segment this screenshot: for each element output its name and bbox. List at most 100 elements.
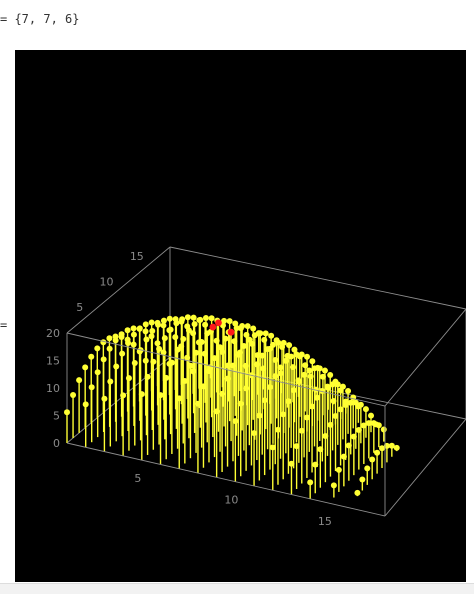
data-point [101,395,108,402]
data-point [237,400,244,407]
data-point [113,363,120,370]
data-point [339,383,346,390]
data-point [200,383,207,390]
data-point [142,321,149,328]
data-point [106,335,113,342]
box-edge [66,332,386,407]
data-point [213,408,220,415]
data-point [155,321,162,328]
data-point [94,345,101,352]
data-point [204,330,211,337]
data-point [352,399,359,406]
data-point [251,332,258,339]
data-point [301,371,308,378]
data-point [250,325,257,332]
data-point [130,331,137,338]
data-point [180,335,187,342]
data-point [167,326,174,333]
data-point [243,385,250,392]
data-point [208,315,215,322]
data-point [306,367,313,374]
data-point [264,346,271,353]
data-point [350,433,357,440]
data-point [190,314,197,321]
data-point [359,476,366,483]
data-point [229,362,236,369]
data-point [307,479,314,486]
data-point [354,489,361,496]
data-point [161,335,168,342]
data-point [211,355,218,362]
data-point [246,336,253,343]
data-point [240,343,247,350]
box-edge [66,246,171,334]
data-point [174,346,181,353]
data-point [369,456,376,463]
data-point [166,315,173,322]
data-point [324,383,331,390]
data-point [298,427,305,434]
data-point [144,373,151,380]
data-point [168,359,175,366]
data-point [286,342,293,349]
data-point [100,356,107,363]
data-point [193,349,200,356]
data-point [332,413,339,420]
x-tick-label: 5 [134,472,141,485]
data-point [295,378,302,385]
data-point [150,358,157,365]
data-point [76,377,83,384]
data-point [119,350,126,357]
box-edge [66,442,386,517]
box-edge [384,418,466,517]
data-point [202,321,209,328]
data-point [269,341,276,348]
data-point [143,336,150,343]
data-point [217,344,224,351]
output-marker: = [0,318,8,332]
data-point [173,320,180,327]
plot-3d[interactable]: 5 10 15 0 5 10 15 20 5 10 15 [15,50,466,582]
data-point [88,353,95,360]
data-point [345,442,352,449]
data-point [266,384,273,391]
data-point [70,392,77,399]
data-point [311,365,318,372]
data-point [291,346,298,353]
data-point [303,414,310,421]
data-point [125,340,132,347]
data-point [253,361,260,368]
y-tick-label: 10 [100,275,114,288]
data-point [290,387,297,394]
data-point [259,352,266,359]
data-point [317,446,324,453]
data-point [321,367,328,374]
z-tick-label: 0 [53,437,60,450]
data-point [131,360,138,367]
x-tick-label: 15 [318,515,332,528]
data-point [232,418,239,425]
y-tick-label: 5 [76,301,83,314]
box-edge [384,308,466,407]
data-point [380,426,387,433]
data-point [233,324,240,331]
data-point [298,351,305,358]
data-point [124,327,131,334]
data-point [226,318,233,325]
data-point [160,317,167,324]
data-point [316,365,323,372]
data-point [277,364,284,371]
data-point [179,316,186,323]
data-point [181,377,188,384]
output-value: = {7, 7, 6} [0,12,80,26]
data-point [293,443,300,450]
data-point [149,328,156,335]
data-point [185,327,192,334]
plot-canvas[interactable]: 5 10 15 0 5 10 15 20 5 10 15 [15,50,466,582]
data-point [64,409,70,416]
data-point [157,392,164,399]
data-point [319,388,326,395]
data-point [191,321,198,328]
data-point [118,331,125,338]
